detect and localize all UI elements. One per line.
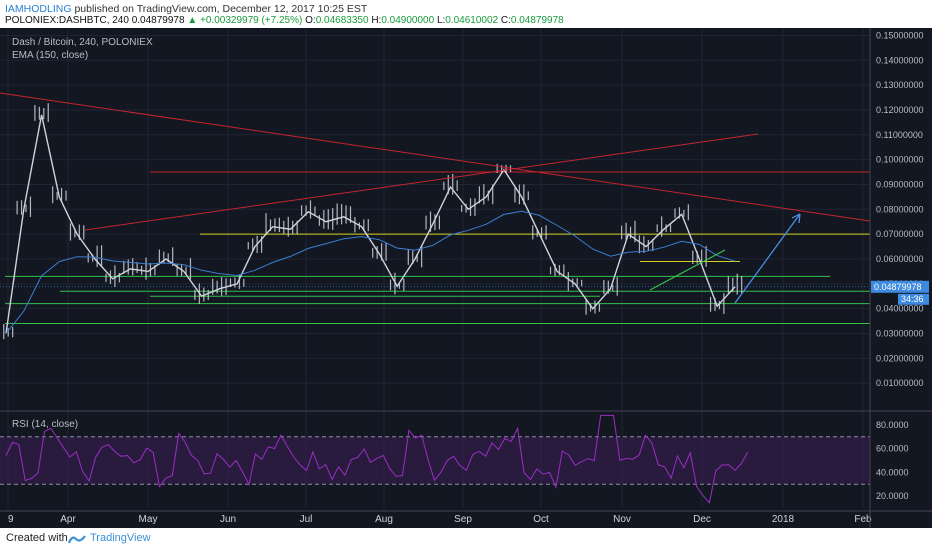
ascending-trendline bbox=[84, 133, 759, 231]
y-tick-label: 0.09000000 bbox=[876, 179, 924, 189]
ema-series bbox=[5, 210, 736, 334]
x-tick-label: Dec bbox=[693, 514, 711, 525]
high-value: 0.04900000 bbox=[381, 15, 435, 26]
tradingview-brand-link[interactable]: TradingView bbox=[90, 532, 151, 544]
rsi-tick-label: 20.0000 bbox=[876, 491, 909, 501]
x-tick-label: Apr bbox=[60, 514, 76, 525]
y-tick-label: 0.04000000 bbox=[876, 304, 924, 314]
green-trendline bbox=[649, 249, 726, 291]
x-tick-label: May bbox=[139, 514, 158, 525]
current-price-badge bbox=[871, 280, 929, 293]
rsi-legend: RSI (14, close) bbox=[12, 419, 79, 430]
arrow-head-icon bbox=[791, 213, 801, 224]
close-value: 0.04879978 bbox=[510, 15, 564, 26]
x-tick-label: Oct bbox=[533, 514, 549, 525]
grid bbox=[0, 28, 870, 508]
rsi-band bbox=[0, 436, 870, 485]
published-line: IAMHODLING published on TradingView.com,… bbox=[5, 3, 367, 15]
y-tick-label: 0.13000000 bbox=[876, 80, 924, 90]
y-tick-label: 0.10000000 bbox=[876, 155, 924, 165]
countdown-label: 34:36 bbox=[901, 294, 924, 304]
y-tick-label: 0.06000000 bbox=[876, 254, 924, 264]
open-label: O: bbox=[305, 15, 316, 26]
high-label: H: bbox=[371, 15, 382, 26]
descending-trendline bbox=[0, 92, 871, 222]
rsi-pane bbox=[0, 414, 870, 504]
countdown-badge bbox=[898, 293, 929, 305]
ema-line bbox=[5, 210, 736, 334]
rsi-tick-label: 40.0000 bbox=[876, 467, 909, 477]
up-arrow-icon: ▲ bbox=[187, 15, 198, 26]
close-label: C: bbox=[500, 15, 511, 26]
open-value: 0.04683350 bbox=[315, 15, 369, 26]
x-tick-label: Jul bbox=[300, 514, 313, 525]
symbol-line: POLONIEX:DASHBTC, 240 0.04879978 ▲ +0.00… bbox=[5, 15, 564, 26]
projection-arrow bbox=[734, 213, 801, 304]
x-tick-label: 9 bbox=[8, 514, 14, 525]
footer: Created with TradingView bbox=[0, 528, 932, 550]
y-tick-label: 0.07000000 bbox=[876, 229, 924, 239]
y-tick-label: 0.01000000 bbox=[876, 378, 924, 388]
published-text: published on TradingView.com, December 1… bbox=[74, 3, 368, 15]
price-chart-svg[interactable]: 0.15000000 0.14000000 0.13000000 0.12000000… bbox=[0, 28, 932, 528]
symbol-name: POLONIEX:DASHBTC, 240 bbox=[5, 15, 129, 26]
y-tick-label: 0.08000000 bbox=[876, 204, 924, 214]
rsi-line bbox=[5, 414, 749, 504]
y-tick-label: 0.12000000 bbox=[876, 105, 924, 115]
low-value: 0.04610002 bbox=[445, 15, 499, 26]
x-tick-label: Aug bbox=[375, 514, 393, 525]
x-tick-label: Sep bbox=[454, 514, 472, 525]
y-tick-label: 0.03000000 bbox=[876, 328, 924, 338]
ema-legend: EMA (150, close) bbox=[12, 50, 89, 61]
x-tick-label: Jun bbox=[220, 514, 236, 525]
trend-drawings bbox=[0, 92, 871, 304]
axes: 0.15000000 0.14000000 0.13000000 0.12000000… bbox=[0, 28, 932, 528]
rsi-tick-label: 60.0000 bbox=[876, 444, 909, 454]
current-price-label: 0.04879978 bbox=[874, 282, 922, 292]
author-link[interactable]: IAMHODLING bbox=[5, 3, 72, 15]
y-tick-label: 0.02000000 bbox=[876, 353, 924, 363]
publish-header: IAMHODLING published on TradingView.com,… bbox=[0, 0, 932, 28]
chart-area[interactable]: 0.15000000 0.14000000 0.13000000 0.12000000… bbox=[0, 28, 932, 528]
price-change: +0.00329979 (+7.25%) bbox=[200, 15, 303, 26]
created-with-text: Created with bbox=[6, 532, 68, 544]
y-tick-label: 0.15000000 bbox=[876, 30, 924, 40]
y-tick-label: 0.14000000 bbox=[876, 55, 924, 65]
main-legend: Dash / Bitcoin, 240, POLONIEX bbox=[12, 37, 153, 48]
x-tick-label: Feb bbox=[854, 514, 872, 525]
price-series bbox=[3, 103, 743, 340]
horizontal-levels bbox=[0, 171, 870, 325]
x-tick-label: 2018 bbox=[772, 514, 795, 525]
y-tick-label: 0.11000000 bbox=[876, 130, 923, 140]
rsi-tick-label: 80.0000 bbox=[876, 420, 909, 430]
price-line bbox=[5, 114, 736, 334]
x-tick-label: Nov bbox=[613, 514, 631, 525]
last-price: 0.04879978 bbox=[131, 15, 185, 26]
low-label: L: bbox=[436, 15, 446, 26]
tradingview-logo-icon bbox=[68, 535, 86, 544]
